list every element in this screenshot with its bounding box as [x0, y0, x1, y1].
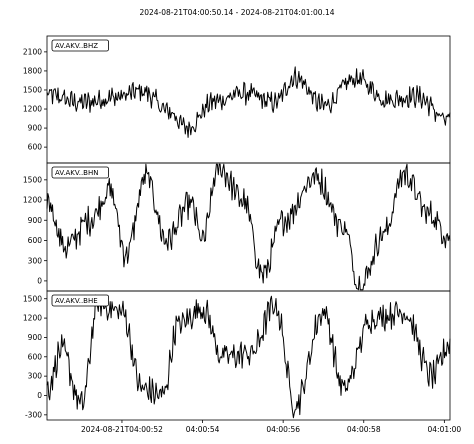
- y-tick-label: 300: [28, 372, 43, 381]
- panel-1: 0 300 600 900 1200 1500 AV.AKV..BHN: [23, 162, 451, 292]
- y-tick-label: 900: [28, 333, 43, 342]
- x-tick-label: 2024-08-21T04:00:52: [81, 425, 163, 434]
- y-tick-label: 900: [28, 216, 43, 225]
- trace-label: AV.AKV..BHZ: [55, 42, 98, 50]
- trace-label: AV.AKV..BHN: [55, 169, 98, 177]
- trace-line: [46, 294, 451, 419]
- y-tick-label: 900: [28, 124, 43, 133]
- y-tick-label: 0: [37, 276, 42, 285]
- y-tick-label: 2100: [23, 47, 42, 56]
- trace-label-box: [51, 294, 109, 307]
- y-tick-label: 1500: [23, 175, 42, 184]
- y-tick-label: 0: [37, 391, 42, 400]
- y-tick-label: 1200: [23, 196, 42, 205]
- panel-0: 600 900 1200 1500 1800 2100 AV.AKV..BHZ: [23, 35, 451, 164]
- trace-line: [46, 163, 451, 291]
- x-tick-label: 04:01:00: [428, 425, 462, 434]
- x-tick-label: 04:00:54: [186, 425, 220, 434]
- trace-label-box: [51, 39, 109, 52]
- y-tick-label: 600: [28, 143, 43, 152]
- panels: 600 900 1200 1500 1800 2100 AV.AKV..BHZ 0 300 600…: [23, 35, 451, 421]
- trace-line: [46, 66, 451, 138]
- y-tick-label: 1200: [23, 314, 42, 323]
- y-tick-label: 1200: [23, 105, 42, 114]
- panel-2: -300 0 300 600 900 1200 1500 AV.AKV..BHE: [23, 290, 451, 421]
- y-tick-label: 1800: [23, 67, 42, 76]
- panel-frame: [46, 290, 451, 421]
- y-tick-label: 1500: [23, 294, 42, 303]
- y-tick-label: 1500: [23, 86, 42, 95]
- chart-title: 2024-08-21T04:00:50.14 - 2024-08-21T04:0…: [139, 8, 334, 17]
- trace-label: AV.AKV..BHE: [55, 297, 98, 305]
- x-tick-label: 04:00:58: [347, 425, 381, 434]
- x-axis: 2024-08-21T04:00:52 04:00:54 04:00:56 04:00…: [81, 420, 461, 434]
- panel-frame: [46, 162, 451, 292]
- y-tick-label: 300: [28, 256, 43, 265]
- y-tick-label: 600: [28, 352, 43, 361]
- trace-label-box: [51, 166, 109, 179]
- y-tick-label: 600: [28, 236, 43, 245]
- y-tick-label: -300: [25, 410, 42, 419]
- x-tick-label: 04:00:56: [266, 425, 300, 434]
